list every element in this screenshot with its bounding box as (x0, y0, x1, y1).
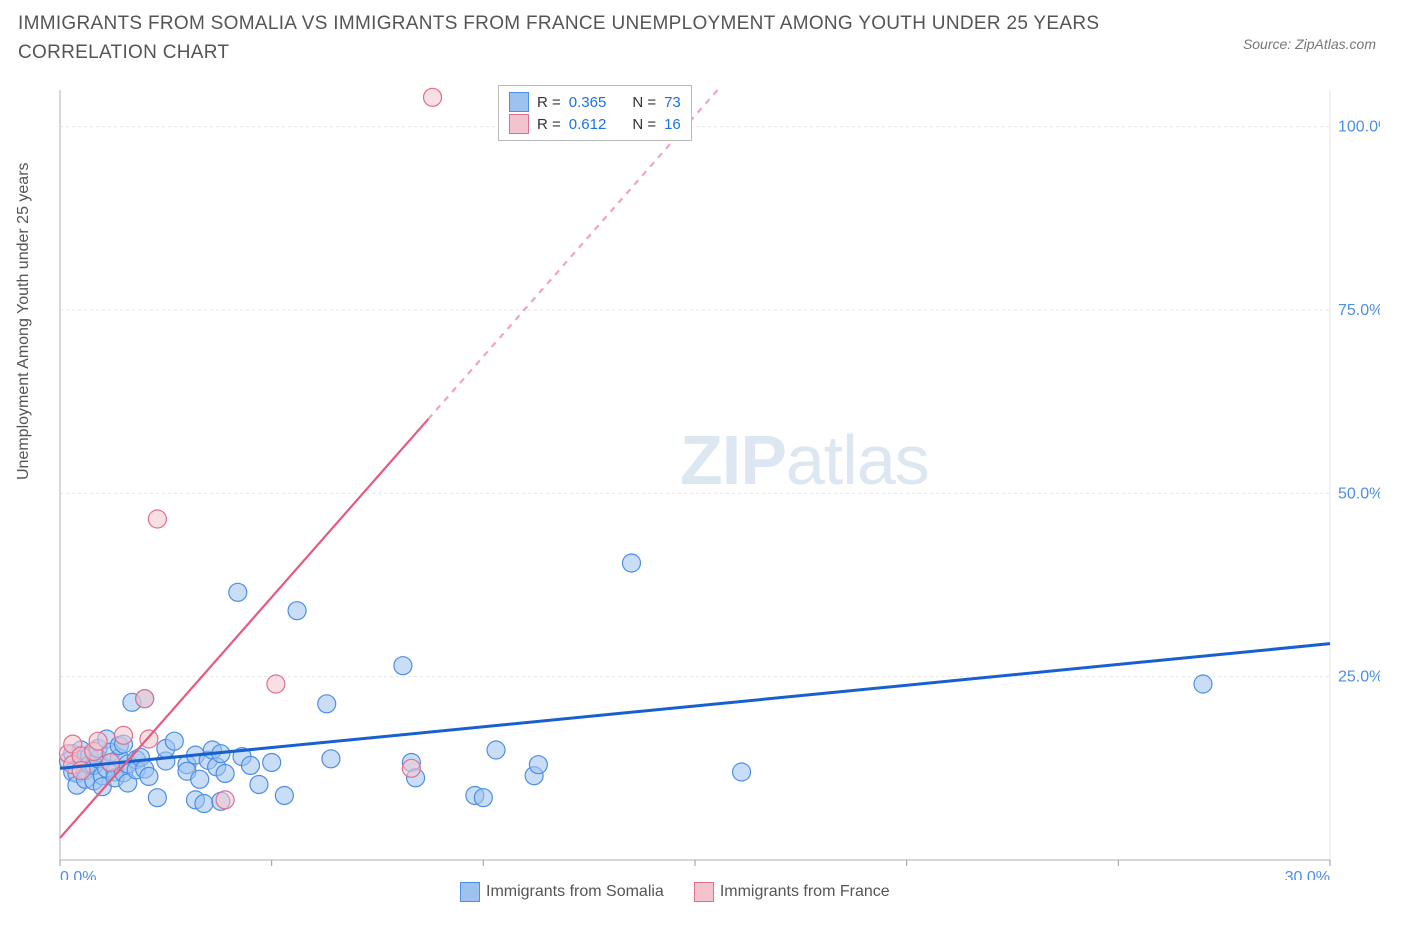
n-label: N = (632, 116, 656, 133)
scatter-point (115, 726, 133, 744)
stats-row: R = 0.612 N = 16 (509, 114, 681, 134)
y-tick-label: 25.0% (1338, 669, 1380, 686)
watermark: ZIPatlas (680, 420, 929, 500)
r-value[interactable]: 0.612 (569, 116, 607, 133)
legend-item: Immigrants from France (694, 882, 890, 902)
scatter-point (250, 775, 268, 793)
x-tick-label: 0.0% (60, 869, 96, 880)
watermark-bold: ZIP (680, 421, 786, 499)
y-tick-label: 50.0% (1338, 485, 1380, 502)
legend-label: Immigrants from France (720, 883, 890, 901)
scatter-point (229, 583, 247, 601)
scatter-point (733, 763, 751, 781)
scatter-point (275, 786, 293, 804)
legend-label: Immigrants from Somalia (486, 883, 664, 901)
x-tick-label: 30.0% (1285, 869, 1330, 880)
r-value[interactable]: 0.365 (569, 94, 607, 111)
scatter-point (263, 753, 281, 771)
scatter-point (165, 732, 183, 750)
scatter-point (424, 88, 442, 106)
legend-swatch (509, 114, 529, 134)
r-label: R = (537, 116, 561, 133)
y-axis-label: Unemployment Among Youth under 25 years (15, 162, 33, 480)
scatter-point (89, 732, 107, 750)
legend: Immigrants from Somalia Immigrants from F… (460, 882, 890, 902)
trend-line (60, 644, 1330, 769)
scatter-point (322, 750, 340, 768)
scatter-point (140, 767, 158, 785)
scatter-point (216, 764, 234, 782)
legend-swatch (694, 882, 714, 902)
legend-item: Immigrants from Somalia (460, 882, 664, 902)
n-value[interactable]: 73 (664, 94, 681, 111)
scatter-point (136, 690, 154, 708)
scatter-point (148, 510, 166, 528)
y-tick-label: 100.0% (1338, 119, 1380, 136)
source-attribution: Source: ZipAtlas.com (1243, 36, 1376, 52)
watermark-tail: atlas (786, 421, 929, 499)
scatter-point (529, 756, 547, 774)
scatter-point (474, 789, 492, 807)
legend-swatch (509, 92, 529, 112)
scatter-point (288, 602, 306, 620)
scatter-point (623, 554, 641, 572)
correlation-stats-box: R = 0.365 N = 73 R = 0.612 N = 16 (498, 85, 692, 141)
n-label: N = (632, 94, 656, 111)
y-tick-label: 75.0% (1338, 302, 1380, 319)
scatter-point (242, 756, 260, 774)
scatter-point (318, 695, 336, 713)
scatter-point (267, 675, 285, 693)
legend-swatch (460, 882, 480, 902)
chart-title: IMMIGRANTS FROM SOMALIA VS IMMIGRANTS FR… (18, 10, 1138, 67)
scatter-point (216, 791, 234, 809)
scatter-point (191, 770, 209, 788)
scatter-point (148, 789, 166, 807)
n-value[interactable]: 16 (664, 116, 681, 133)
scatter-point (487, 741, 505, 759)
scatter-point (394, 657, 412, 675)
stats-row: R = 0.365 N = 73 (509, 92, 681, 112)
r-label: R = (537, 94, 561, 111)
scatter-point (402, 759, 420, 777)
scatter-point (1194, 675, 1212, 693)
chart-container: IMMIGRANTS FROM SOMALIA VS IMMIGRANTS FR… (0, 0, 1406, 930)
trend-line (60, 419, 428, 838)
scatter-point (195, 795, 213, 813)
